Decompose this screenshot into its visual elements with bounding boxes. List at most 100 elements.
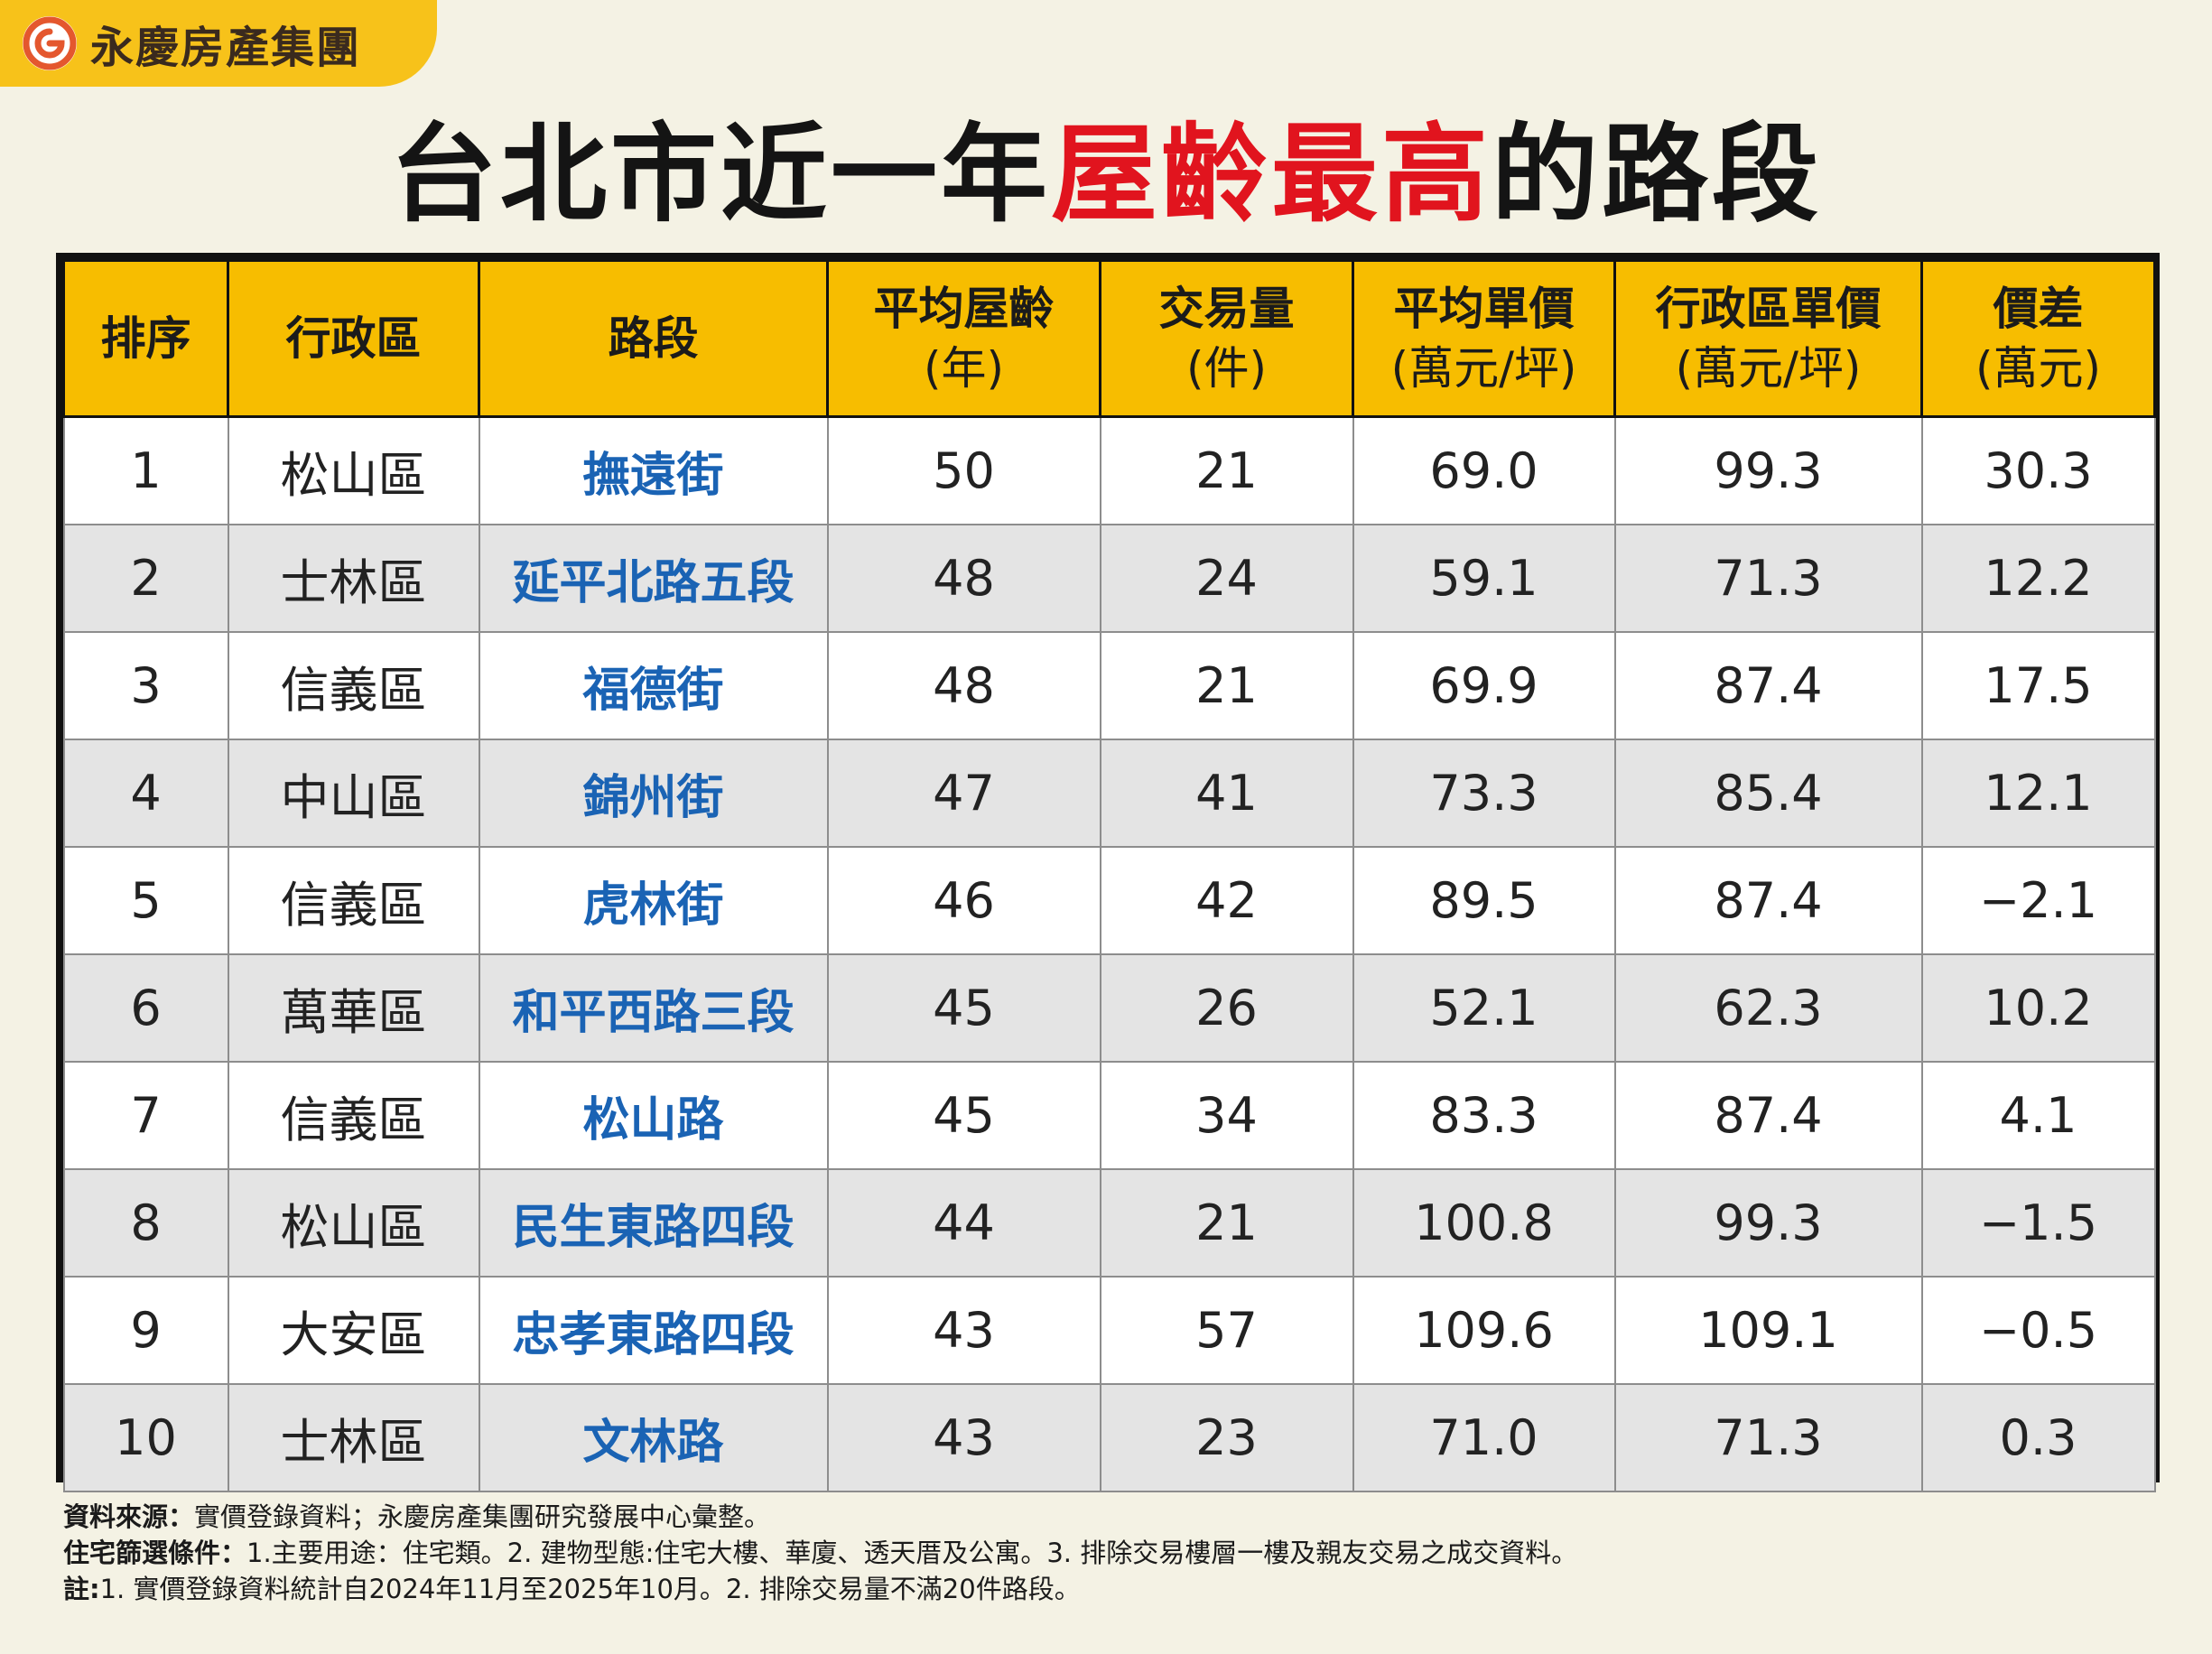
brand-banner: 永慶房產集團 xyxy=(0,0,437,87)
rank-cell: 2 xyxy=(62,524,229,633)
note-source: 資料來源：實價登錄資料；永慶房產集團研究發展中心彙整。 xyxy=(63,1501,771,1532)
column-header-label: 交易量 xyxy=(1158,283,1295,335)
rank-cell: 6 xyxy=(62,953,229,1063)
column-header-label: 價差 xyxy=(1993,283,2084,335)
avg-price-cell: 83.3 xyxy=(1352,1061,1616,1170)
price-diff-cell: 0.3 xyxy=(1920,1383,2156,1492)
road-cell: 松山路 xyxy=(478,1061,829,1170)
avg-age-cell: 48 xyxy=(826,631,1101,740)
district-price-cell: 99.3 xyxy=(1613,1168,1923,1278)
avg-price-cell: 109.6 xyxy=(1352,1276,1616,1385)
table-row: 2 士林區 延平北路五段 48 24 59.1 71.3 12.2 xyxy=(62,524,2156,633)
table-row: 3 信義區 福德街 48 21 69.9 87.4 17.5 xyxy=(62,631,2156,740)
district-cell: 大安區 xyxy=(227,1276,480,1385)
title-highlight: 屋齡最高 xyxy=(1050,112,1492,237)
column-header-unit: (萬元) xyxy=(1975,342,2101,395)
table-header-row: 排序 行政區 路段 平均屋齡 (年) 交易量 (件) 平均單價 (萬元/坪) 行政區單價 (萬元/坪… xyxy=(62,259,2156,418)
column-header: 行政區 xyxy=(227,259,480,418)
column-header: 交易量 (件) xyxy=(1099,259,1354,418)
district-cell: 松山區 xyxy=(227,415,480,525)
price-diff-cell: 30.3 xyxy=(1920,415,2156,525)
avg-age-cell: 43 xyxy=(826,1383,1101,1492)
road-cell: 忠孝東路四段 xyxy=(478,1276,829,1385)
column-header-unit: (件) xyxy=(1185,342,1267,395)
avg-age-cell: 45 xyxy=(826,1061,1101,1170)
note-filter: 住宅篩選條件：1.主要用途：住宅類。2. 建物型態:住宅大樓、華廈、透天厝及公寓… xyxy=(63,1538,1578,1568)
volume-cell: 24 xyxy=(1099,524,1354,633)
table-row: 1 松山區 撫遠街 50 21 69.0 99.3 30.3 xyxy=(62,415,2156,525)
ranking-table: 排序 行政區 路段 平均屋齡 (年) 交易量 (件) 平均單價 (萬元/坪) 行政區單價 (萬元/坪… xyxy=(62,259,2156,1492)
note-remark: 註:1. 實價登錄資料統計自2024年11月至2025年10月。2. 排除交易量… xyxy=(63,1574,1081,1604)
rank-cell: 7 xyxy=(62,1061,229,1170)
volume-cell: 57 xyxy=(1099,1276,1354,1385)
avg-age-cell: 45 xyxy=(826,953,1101,1063)
avg-age-cell: 46 xyxy=(826,846,1101,955)
district-price-cell: 87.4 xyxy=(1613,631,1923,740)
title-part1: 台北市近一年 xyxy=(389,112,1051,237)
price-diff-cell: −1.5 xyxy=(1920,1168,2156,1278)
rank-cell: 8 xyxy=(62,1168,229,1278)
road-cell: 和平西路三段 xyxy=(478,953,829,1063)
district-cell: 士林區 xyxy=(227,1383,480,1492)
footnotes: 資料來源：實價登錄資料；永慶房產集團研究發展中心彙整。 住宅篩選條件：1.主要用… xyxy=(63,1499,2176,1607)
avg-price-cell: 71.0 xyxy=(1352,1383,1616,1492)
column-header-label: 行政區單價 xyxy=(1655,283,1882,335)
road-cell: 民生東路四段 xyxy=(478,1168,829,1278)
column-header: 平均屋齡 (年) xyxy=(826,259,1101,418)
district-price-cell: 85.4 xyxy=(1613,739,1923,848)
table-body: 1 松山區 撫遠街 50 21 69.0 99.3 30.3 2 士林區 延平北路五段 48 24 59.… xyxy=(62,415,2156,1492)
district-price-cell: 87.4 xyxy=(1613,846,1923,955)
price-diff-cell: 12.2 xyxy=(1920,524,2156,633)
ranking-table-container: 排序 行政區 路段 平均屋齡 (年) 交易量 (件) 平均單價 (萬元/坪) 行政區單價 (萬元/坪… xyxy=(56,253,2160,1492)
table-row: 10 士林區 文林路 43 23 71.0 71.3 0.3 xyxy=(62,1383,2156,1492)
district-cell: 松山區 xyxy=(227,1168,480,1278)
column-header-label: 路段 xyxy=(608,312,699,365)
column-header-label: 平均單價 xyxy=(1393,283,1575,335)
avg-price-cell: 59.1 xyxy=(1352,524,1616,633)
table-row: 6 萬華區 和平西路三段 45 26 52.1 62.3 10.2 xyxy=(62,953,2156,1063)
avg-age-cell: 44 xyxy=(826,1168,1101,1278)
rank-cell: 4 xyxy=(62,739,229,848)
avg-price-cell: 100.8 xyxy=(1352,1168,1616,1278)
road-cell: 虎林街 xyxy=(478,846,829,955)
road-cell: 錦州街 xyxy=(478,739,829,848)
table-row: 4 中山區 錦州街 47 41 73.3 85.4 12.1 xyxy=(62,739,2156,848)
district-cell: 士林區 xyxy=(227,524,480,633)
avg-price-cell: 52.1 xyxy=(1352,953,1616,1063)
price-diff-cell: 4.1 xyxy=(1920,1061,2156,1170)
rank-cell: 10 xyxy=(62,1383,229,1492)
road-cell: 撫遠街 xyxy=(478,415,829,525)
yungching-logo-icon xyxy=(23,16,77,70)
rank-cell: 9 xyxy=(62,1276,229,1385)
column-header-label: 平均屋齡 xyxy=(873,283,1055,335)
page-title: 台北市近一年屋齡最高的路段 xyxy=(0,107,2212,242)
column-header: 路段 xyxy=(478,259,829,418)
rank-cell: 5 xyxy=(62,846,229,955)
table-row: 7 信義區 松山路 45 34 83.3 87.4 4.1 xyxy=(62,1061,2156,1170)
table-row: 5 信義區 虎林街 46 42 89.5 87.4 −2.1 xyxy=(62,846,2156,955)
district-price-cell: 87.4 xyxy=(1613,1061,1923,1170)
avg-age-cell: 48 xyxy=(826,524,1101,633)
road-cell: 文林路 xyxy=(478,1383,829,1492)
avg-price-cell: 69.9 xyxy=(1352,631,1616,740)
column-header: 平均單價 (萬元/坪) xyxy=(1352,259,1616,418)
title-part2: 的路段 xyxy=(1492,112,1823,237)
rank-cell: 3 xyxy=(62,631,229,740)
district-price-cell: 109.1 xyxy=(1613,1276,1923,1385)
price-diff-cell: 10.2 xyxy=(1920,953,2156,1063)
district-price-cell: 71.3 xyxy=(1613,524,1923,633)
district-cell: 萬華區 xyxy=(227,953,480,1063)
district-cell: 中山區 xyxy=(227,739,480,848)
rank-cell: 1 xyxy=(62,415,229,525)
volume-cell: 42 xyxy=(1099,846,1354,955)
column-header-unit: (年) xyxy=(923,342,1004,395)
column-header: 行政區單價 (萬元/坪) xyxy=(1613,259,1923,418)
price-diff-cell: −0.5 xyxy=(1920,1276,2156,1385)
volume-cell: 21 xyxy=(1099,1168,1354,1278)
road-cell: 福德街 xyxy=(478,631,829,740)
price-diff-cell: 17.5 xyxy=(1920,631,2156,740)
column-header: 價差 (萬元) xyxy=(1920,259,2156,418)
table-row: 8 松山區 民生東路四段 44 21 100.8 99.3 −1.5 xyxy=(62,1168,2156,1278)
column-header-unit: (萬元/坪) xyxy=(1675,342,1862,395)
column-header-label: 排序 xyxy=(100,312,191,365)
